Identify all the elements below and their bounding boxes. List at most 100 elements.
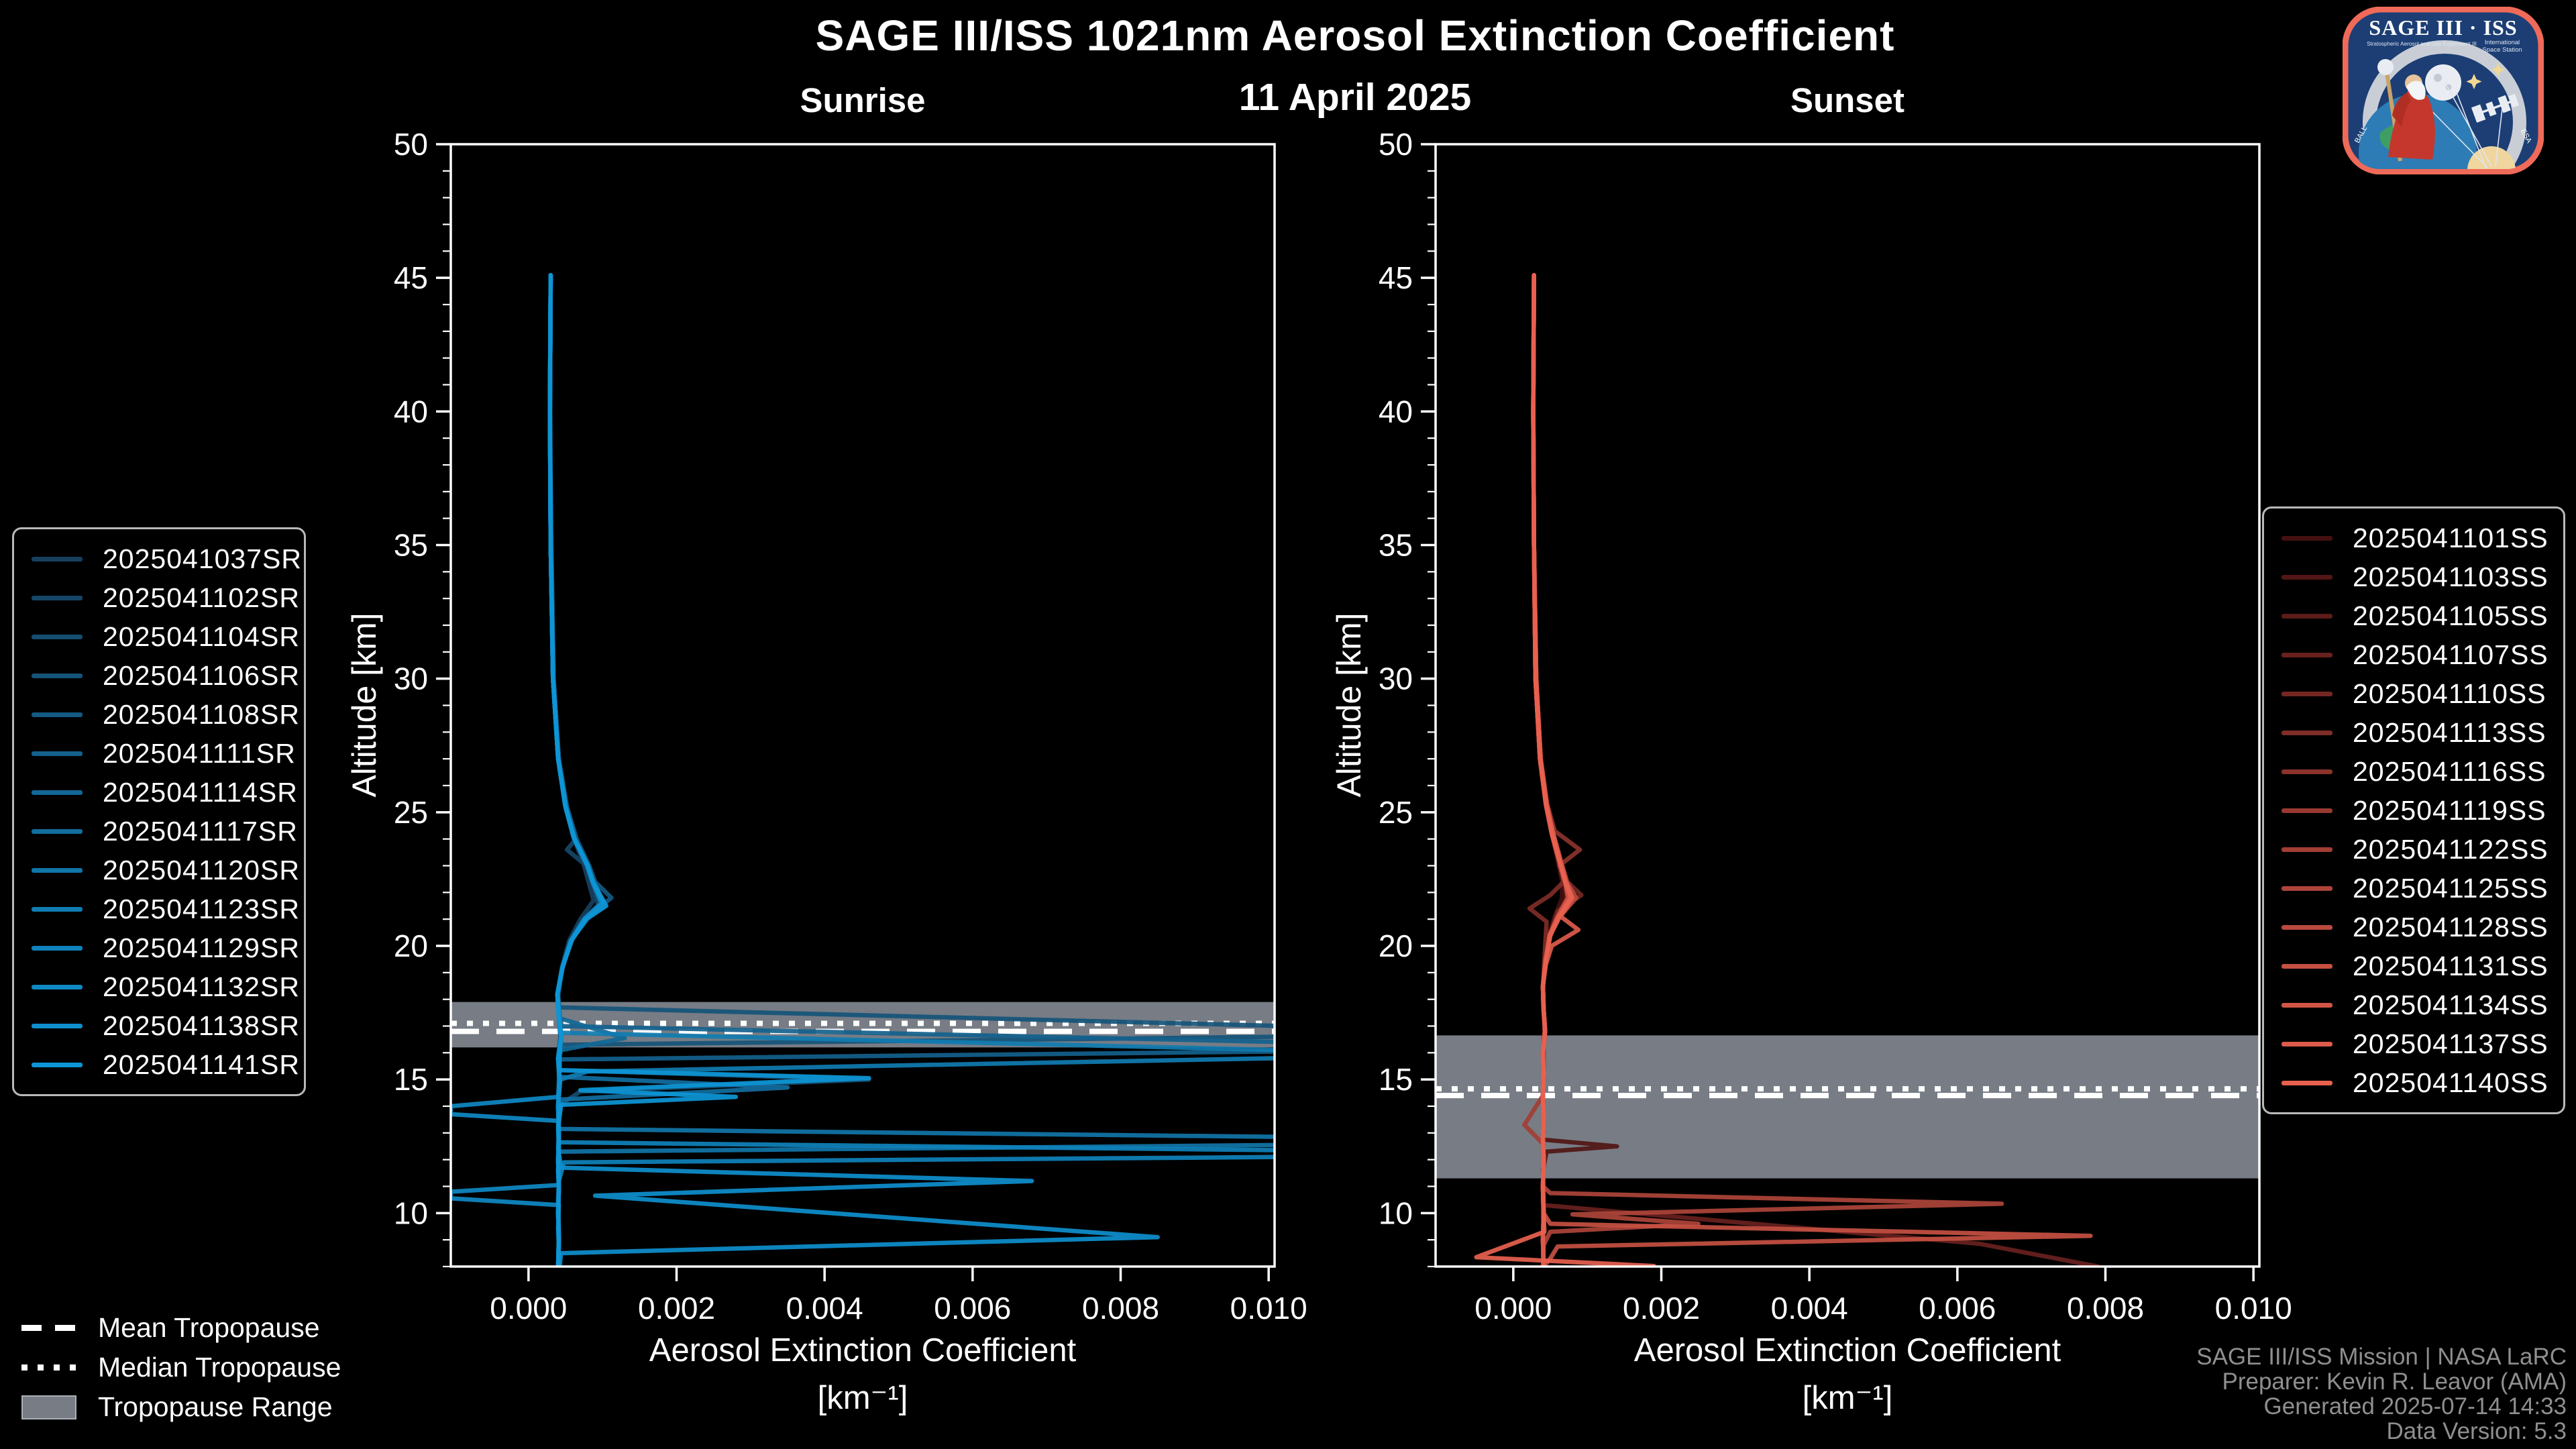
legend-item-event: 2025041132SR <box>32 967 299 1006</box>
x-axis-label-sunrise: Aerosol Extinction Coefficient [km⁻¹] <box>451 1332 1275 1417</box>
series-2025041140SS <box>1474 272 1656 1267</box>
series-color-swatch-icon <box>2282 847 2332 852</box>
panel-sunrise: 50 45 40 35 30 25 20 15 10 0.000 0.002 0.004 0.006 0.… <box>394 127 1307 1326</box>
y-tick-label: 20 <box>394 928 428 963</box>
legend-item-label: 2025041128SS <box>2353 911 2548 943</box>
legend-item-event: 2025041104SR <box>32 617 299 656</box>
series-2025041104SR <box>547 272 871 1267</box>
legend-item-event: 2025041123SR <box>32 890 299 928</box>
series-color-swatch-icon <box>2282 574 2332 580</box>
series-2025041138SR <box>547 272 1160 1267</box>
y-tick-label: 15 <box>1379 1062 1413 1097</box>
x-axis-label-line1: Aerosol Extinction Coefficient <box>1633 1332 2061 1368</box>
legend-item-label: 2025041104SR <box>103 621 300 652</box>
x-tick-label: 0.006 <box>934 1291 1011 1326</box>
series-color-swatch-icon <box>32 712 83 717</box>
series-color-swatch-icon <box>2282 963 2332 969</box>
legend-item-label: 2025041120SR <box>103 854 300 885</box>
legend-item-label: 2025041122SS <box>2353 833 2548 865</box>
tropopause-range-band <box>1436 1035 2259 1179</box>
sun-icon <box>2467 146 2516 169</box>
dashed-line-swatch-icon <box>21 1325 76 1331</box>
series-color-swatch-icon <box>32 751 83 756</box>
legend-item-label: 2025041119SS <box>2353 794 2546 826</box>
y-tick-label: 20 <box>1379 928 1413 963</box>
legend-item-label: 2025041111SR <box>103 737 296 769</box>
y-tick-label: 10 <box>394 1195 428 1230</box>
logo-iss-caption-2: Space Station <box>2482 46 2522 54</box>
legend-item-median-tropopause: Median Tropopause <box>21 1348 341 1387</box>
legend-item-label: 2025041129SR <box>103 932 300 963</box>
y-tick-label: 50 <box>1379 127 1413 162</box>
x-tick-label: 0.000 <box>1474 1291 1552 1326</box>
series-2025041132SR <box>451 272 605 1267</box>
x-tick-label: 0.010 <box>2215 1291 2292 1326</box>
legend-item-event: 2025041113SS <box>2282 713 2546 752</box>
iss-icon <box>2471 93 2520 123</box>
legend-item-label: 2025041134SS <box>2353 989 2548 1020</box>
legend-item-event: 2025041120SR <box>32 851 299 890</box>
legend-item-event: 2025041140SS <box>2282 1063 2548 1102</box>
series-color-swatch-icon <box>32 984 83 989</box>
legend-item-event: 2025041131SS <box>2282 947 2548 985</box>
legend-item-label: Median Tropopause <box>98 1352 341 1383</box>
series-color-swatch-icon <box>2282 885 2332 891</box>
x-tick-label: 0.010 <box>1230 1291 1307 1326</box>
legend-item-label: 2025041113SS <box>2353 716 2546 748</box>
x-tick-label: 0.002 <box>638 1291 715 1326</box>
legend-item-label: 2025041110SS <box>2353 678 2546 709</box>
legend-item-label: 2025041117SR <box>103 815 298 847</box>
legend-item-event: 2025041125SS <box>2282 869 2548 908</box>
x-axis-label-units: [km⁻¹] <box>817 1380 908 1416</box>
series-color-swatch-icon <box>32 867 83 873</box>
legend-item-event: 2025041106SR <box>32 656 299 695</box>
legend-item-event: 2025041122SS <box>2282 830 2548 869</box>
legend-item-label: 2025041106SR <box>103 659 300 691</box>
series-color-swatch-icon <box>32 595 83 600</box>
series-color-swatch-icon <box>2282 613 2332 619</box>
logo-iss-caption-1: International <box>2485 39 2520 46</box>
y-tick-label: 30 <box>1379 661 1413 696</box>
y-tick-label: 15 <box>394 1062 428 1097</box>
legend-item-event: 2025041111SR <box>32 734 295 773</box>
series-color-swatch-icon <box>32 906 83 912</box>
legend-item-label: 2025041116SS <box>2353 755 2546 787</box>
series-2025041129SR <box>547 272 1275 1267</box>
series-color-swatch-icon <box>2282 691 2332 696</box>
figure-date: 11 April 2025 <box>1238 76 1472 119</box>
y-tick-label: 40 <box>1379 394 1413 429</box>
sage-figure-arm <box>2392 93 2411 127</box>
legend-item-event: 2025041037SR <box>32 539 301 578</box>
legend-item-event: 2025041105SS <box>2282 596 2548 635</box>
y-tick-label: 50 <box>394 127 428 162</box>
legend-item-label: 2025041131SS <box>2353 950 2548 981</box>
attribution-text: SAGE III/ISS Mission | NASA LaRC Prepare… <box>2196 1344 2567 1444</box>
legend-item-label: 2025041141SR <box>103 1049 300 1080</box>
y-tick-label: 10 <box>1379 1195 1413 1230</box>
x-axis-label-sunset: Aerosol Extinction Coefficient [km⁻¹] <box>1436 1332 2259 1417</box>
legend-item-label: 2025041132SR <box>103 971 300 1002</box>
moon-crater <box>2434 74 2442 82</box>
legend-item-mean-tropopause: Mean Tropopause <box>21 1308 341 1348</box>
legend-item-label: 2025041105SS <box>2353 600 2548 631</box>
legend-item-event: 2025041108SR <box>32 695 299 734</box>
star-icon <box>2491 63 2505 76</box>
panel-title-sunset: Sunset <box>1790 81 1905 119</box>
attribution-line: Data Version: 5.3 <box>2386 1418 2567 1444</box>
occultation-beams <box>2406 81 2503 169</box>
logo-subtitle: Stratospheric Aerosol and Gas Experiment… <box>2367 41 2477 47</box>
series-color-swatch-icon <box>32 828 83 834</box>
series-color-swatch-icon <box>32 556 83 561</box>
legend-item-event: 2025041141SR <box>32 1045 299 1084</box>
x-tick-label: 0.000 <box>490 1291 567 1326</box>
legend-item-event: 2025041116SS <box>2282 752 2546 791</box>
sage-figure-robe <box>2388 89 2435 160</box>
legend-item-label: 2025041114SR <box>103 776 298 808</box>
series-2025041123SR <box>547 272 1275 1267</box>
legend-item-event: 2025041138SR <box>32 1006 299 1045</box>
legend-item-label: 2025041140SS <box>2353 1067 2548 1098</box>
legend-item-label: 2025041101SS <box>2353 522 2548 553</box>
attribution-line: Preparer: Kevin R. Leavor (AMA) <box>2222 1368 2567 1395</box>
legend-item-label: 2025041102SR <box>103 582 300 613</box>
